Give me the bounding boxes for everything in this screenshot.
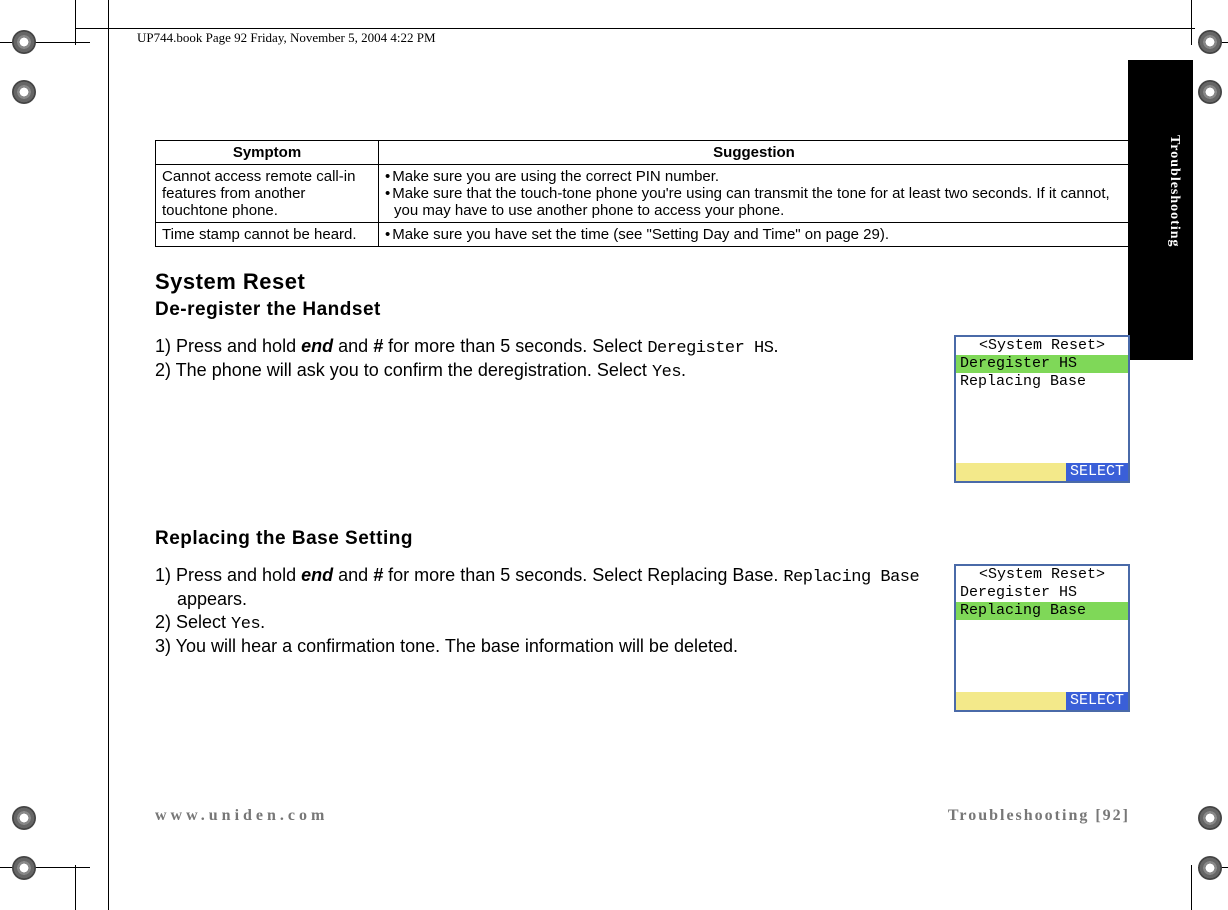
registration-mark-icon [12,30,36,54]
key-label: end [301,565,333,585]
screen-text-inline: Yes [231,615,260,634]
key-label: end [301,336,333,356]
step-text: appears. [177,589,247,609]
screen-blank [956,409,1128,427]
crop-mark [1191,0,1192,45]
step-text: and [333,336,373,356]
suggestion-cell: Make sure you have set the time (see "Se… [379,223,1130,247]
screen-softkey-left [956,692,1066,710]
page-content: Symptom Suggestion Cannot access remote … [155,140,1130,712]
screen-line: Deregister HS [956,584,1128,602]
page-meta-header: UP744.book Page 92 Friday, November 5, 2… [137,30,436,46]
suggestion-cell: Make sure you are using the correct PIN … [379,165,1130,223]
screen-text-inline: Yes [652,363,681,382]
screen-softkey-left [956,463,1066,481]
registration-mark-icon [1198,30,1222,54]
crop-mark [75,0,76,45]
screen-title: <System Reset> [956,566,1128,584]
screen-blank [956,674,1128,692]
footer-section-page: Troubleshooting [92] [948,807,1130,825]
step-text: . [681,360,686,380]
suggestion-item: Make sure that the touch-tone phone you'… [394,185,1123,219]
section-subtitle-replacing-base: Replacing the Base Setting [155,528,1130,550]
symptom-cell: Time stamp cannot be heard. [156,223,379,247]
screen-blank [956,656,1128,674]
screen-blank [956,391,1128,409]
registration-mark-icon [12,806,36,830]
table-row: Cannot access remote call-in features fr… [156,165,1130,223]
screen-line: Replacing Base [956,373,1128,391]
page-footer: www.uniden.com Troubleshooting [92] [155,807,1130,825]
screen-blank [956,638,1128,656]
replacing-base-steps: 1) Press and hold end and # for more tha… [155,564,936,658]
screen-blank [956,445,1128,463]
screen-softkey-select: SELECT [1066,463,1128,481]
footer-url: www.uniden.com [155,807,328,825]
suggestion-item: Make sure you are using the correct PIN … [394,168,1123,185]
key-label: # [373,336,383,356]
step-text: 3) You will hear a confirmation tone. Th… [155,635,936,658]
troubleshooting-table: Symptom Suggestion Cannot access remote … [155,140,1130,247]
screen-blank [956,427,1128,445]
suggestion-item: Make sure you have set the time (see "Se… [394,226,1123,243]
screen-line-highlighted: Deregister HS [956,355,1128,373]
step-text: . [260,612,265,632]
key-label: # [373,565,383,585]
section-subtitle-deregister: De-register the Handset [155,299,1130,321]
screen-softkey-select: SELECT [1066,692,1128,710]
step-text: 1) Press and hold [155,565,301,585]
screen-line-highlighted: Replacing Base [956,602,1128,620]
step-text: for more than 5 seconds. Select Replacin… [383,565,783,585]
deregister-steps: 1) Press and hold end and # for more tha… [155,335,936,384]
section-title-system-reset: System Reset [155,269,1130,295]
screen-text-inline: Deregister HS [647,339,773,358]
table-header-symptom: Symptom [156,141,379,165]
registration-mark-icon [1198,856,1222,880]
step-text: 2) The phone will ask you to confirm the… [155,360,652,380]
phone-screen-replacing-base: <System Reset> Deregister HS Replacing B… [954,564,1130,712]
crop-mark [75,28,1195,29]
screen-title: <System Reset> [956,337,1128,355]
table-header-suggestion: Suggestion [379,141,1130,165]
step-text: 2) Select [155,612,231,632]
step-text: . [773,336,778,356]
crop-mark [108,0,109,910]
symptom-cell: Cannot access remote call-in features fr… [156,165,379,223]
table-row: Time stamp cannot be heard. Make sure yo… [156,223,1130,247]
screen-text-inline: Replacing Base [783,568,919,587]
step-text: 1) Press and hold [155,336,301,356]
registration-mark-icon [12,856,36,880]
crop-mark [1191,865,1192,910]
phone-screen-deregister: <System Reset> Deregister HS Replacing B… [954,335,1130,483]
step-text: and [333,565,373,585]
screen-blank [956,620,1128,638]
step-text: for more than 5 seconds. Select [383,336,647,356]
crop-mark [75,865,76,910]
sidebar-tab: Troubleshooting [1128,60,1193,360]
registration-mark-icon [12,80,36,104]
registration-mark-icon [1198,806,1222,830]
registration-mark-icon [1198,80,1222,104]
sidebar-label: Troubleshooting [1166,135,1182,248]
